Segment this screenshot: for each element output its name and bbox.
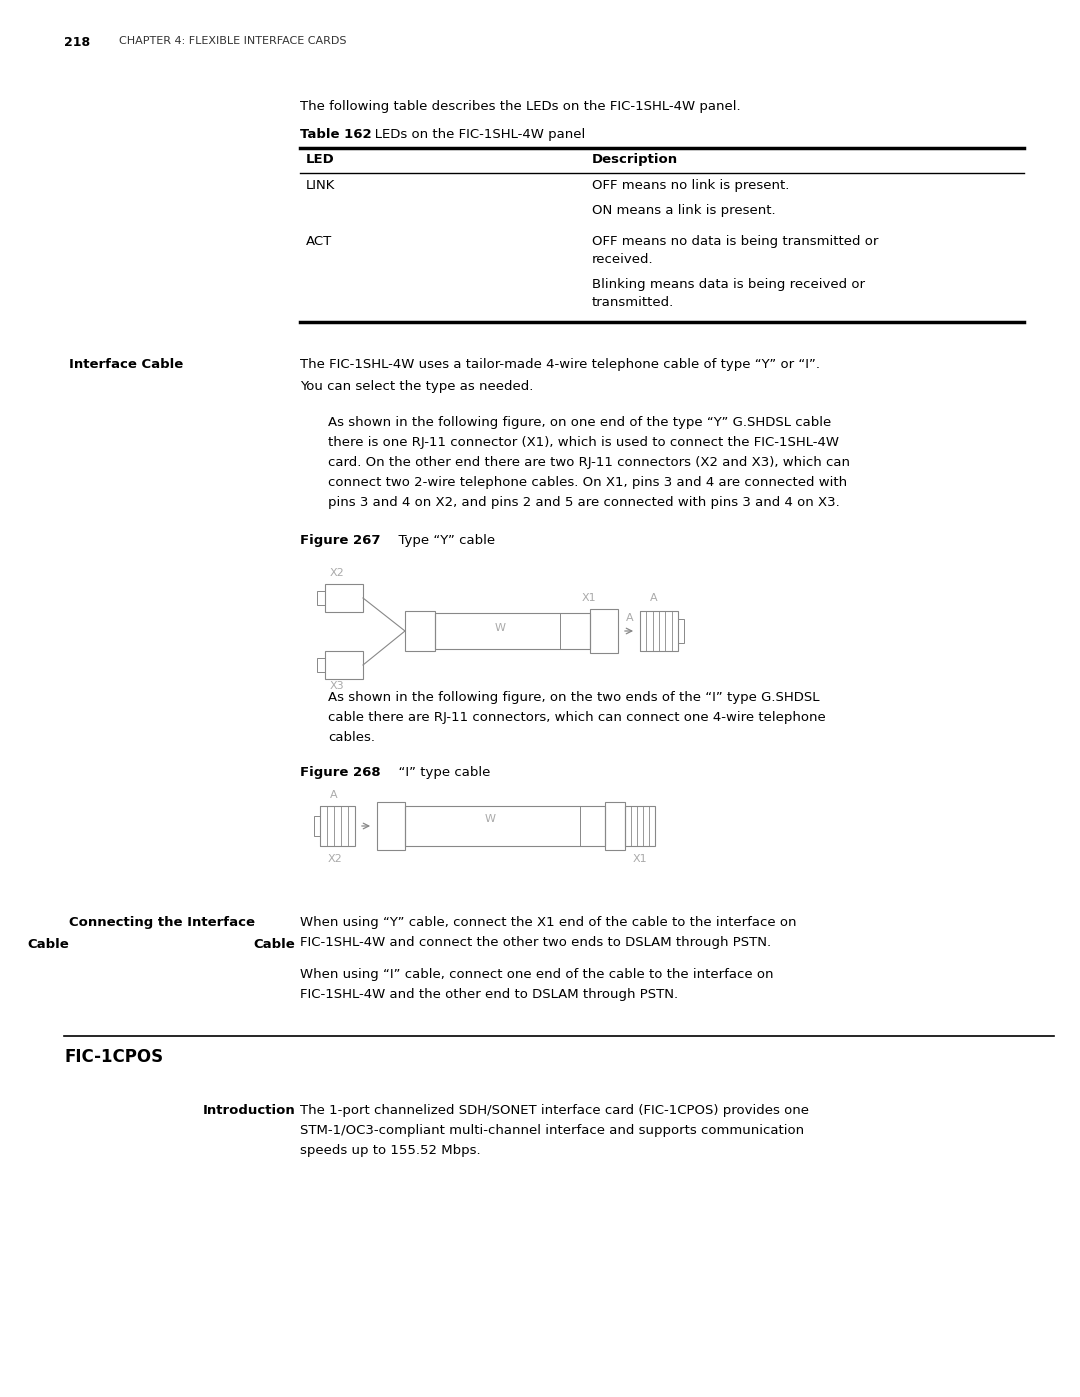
Text: “I” type cable: “I” type cable <box>390 766 490 780</box>
Text: Connecting the Interface: Connecting the Interface <box>69 916 255 929</box>
Bar <box>320 806 355 847</box>
Bar <box>678 619 684 643</box>
Text: STM-1/OC3-compliant multi-channel interface and supports communication: STM-1/OC3-compliant multi-channel interf… <box>300 1125 805 1137</box>
Text: FIC-1CPOS: FIC-1CPOS <box>64 1048 163 1066</box>
Text: The following table describes the LEDs on the FIC-1SHL-4W panel.: The following table describes the LEDs o… <box>300 101 741 113</box>
Text: LEDs on the FIC-1SHL-4W panel: LEDs on the FIC-1SHL-4W panel <box>362 129 585 141</box>
Text: X2: X2 <box>330 569 345 578</box>
Text: OFF means no link is present.: OFF means no link is present. <box>592 179 789 191</box>
Text: As shown in the following figure, on the two ends of the “I” type G.SHDSL: As shown in the following figure, on the… <box>328 692 820 704</box>
Text: Figure 267: Figure 267 <box>300 534 380 548</box>
Text: pins 3 and 4 on X2, and pins 2 and 5 are connected with pins 3 and 4 on X3.: pins 3 and 4 on X2, and pins 2 and 5 are… <box>328 496 840 509</box>
Text: OFF means no data is being transmitted or: OFF means no data is being transmitted o… <box>592 235 878 249</box>
Bar <box>377 802 405 849</box>
Text: A: A <box>650 592 658 604</box>
Text: FIC-1SHL-4W and the other end to DSLAM through PSTN.: FIC-1SHL-4W and the other end to DSLAM t… <box>300 988 678 1002</box>
Bar <box>435 613 590 650</box>
Text: connect two 2-wire telephone cables. On X1, pins 3 and 4 are connected with: connect two 2-wire telephone cables. On … <box>328 476 847 489</box>
Text: ACT: ACT <box>306 235 333 249</box>
Text: 218: 218 <box>64 36 90 49</box>
Text: ON means a link is present.: ON means a link is present. <box>592 204 775 217</box>
Bar <box>625 806 654 847</box>
Text: FIC-1SHL-4W and connect the other two ends to DSLAM through PSTN.: FIC-1SHL-4W and connect the other two en… <box>300 936 771 949</box>
Text: Figure 268: Figure 268 <box>300 766 380 780</box>
Text: Table 162: Table 162 <box>300 129 372 141</box>
Text: LED: LED <box>306 154 335 166</box>
Text: cable there are RJ-11 connectors, which can connect one 4-wire telephone: cable there are RJ-11 connectors, which … <box>328 711 826 724</box>
Text: Cable: Cable <box>253 937 295 951</box>
Text: A: A <box>330 789 338 800</box>
Text: The FIC-1SHL-4W uses a tailor-made 4-wire telephone cable of type “Y” or “I”.: The FIC-1SHL-4W uses a tailor-made 4-wir… <box>300 358 820 372</box>
Text: As shown in the following figure, on one end of the type “Y” G.SHDSL cable: As shown in the following figure, on one… <box>328 416 832 429</box>
Bar <box>405 610 435 651</box>
Text: When using “I” cable, connect one end of the cable to the interface on: When using “I” cable, connect one end of… <box>300 968 773 981</box>
Text: X3: X3 <box>330 680 345 692</box>
Text: X1: X1 <box>633 854 648 863</box>
Bar <box>325 584 363 612</box>
Text: A: A <box>626 613 634 623</box>
Text: Blinking means data is being received or: Blinking means data is being received or <box>592 278 865 291</box>
Text: received.: received. <box>592 253 653 265</box>
Text: W: W <box>495 623 507 633</box>
Text: CHAPTER 4: FLEXIBLE INTERFACE CARDS: CHAPTER 4: FLEXIBLE INTERFACE CARDS <box>119 36 347 46</box>
Text: there is one RJ-11 connector (X1), which is used to connect the FIC-1SHL-4W: there is one RJ-11 connector (X1), which… <box>328 436 839 448</box>
Text: When using “Y” cable, connect the X1 end of the cable to the interface on: When using “Y” cable, connect the X1 end… <box>300 916 797 929</box>
Text: speeds up to 155.52 Mbps.: speeds up to 155.52 Mbps. <box>300 1144 481 1157</box>
Text: card. On the other end there are two RJ-11 connectors (X2 and X3), which can: card. On the other end there are two RJ-… <box>328 455 850 469</box>
Bar <box>318 591 325 605</box>
Bar <box>325 651 363 679</box>
Text: LINK: LINK <box>306 179 336 191</box>
Text: cables.: cables. <box>328 731 375 745</box>
Bar <box>605 802 625 849</box>
Bar <box>640 610 678 651</box>
Bar <box>318 658 325 672</box>
Text: Cable: Cable <box>27 937 69 951</box>
Text: The 1-port channelized SDH/SONET interface card (FIC-1CPOS) provides one: The 1-port channelized SDH/SONET interfa… <box>300 1104 809 1118</box>
Bar <box>590 609 618 652</box>
Bar <box>405 806 605 847</box>
Text: transmitted.: transmitted. <box>592 296 674 309</box>
Text: You can select the type as needed.: You can select the type as needed. <box>300 380 534 393</box>
Text: W: W <box>485 814 496 824</box>
Text: Introduction: Introduction <box>202 1104 295 1118</box>
Text: Type “Y” cable: Type “Y” cable <box>390 534 495 548</box>
Text: Interface Cable: Interface Cable <box>69 358 184 372</box>
Text: X2: X2 <box>328 854 342 863</box>
Text: X1: X1 <box>582 592 596 604</box>
Bar <box>314 816 320 835</box>
Text: Description: Description <box>592 154 678 166</box>
